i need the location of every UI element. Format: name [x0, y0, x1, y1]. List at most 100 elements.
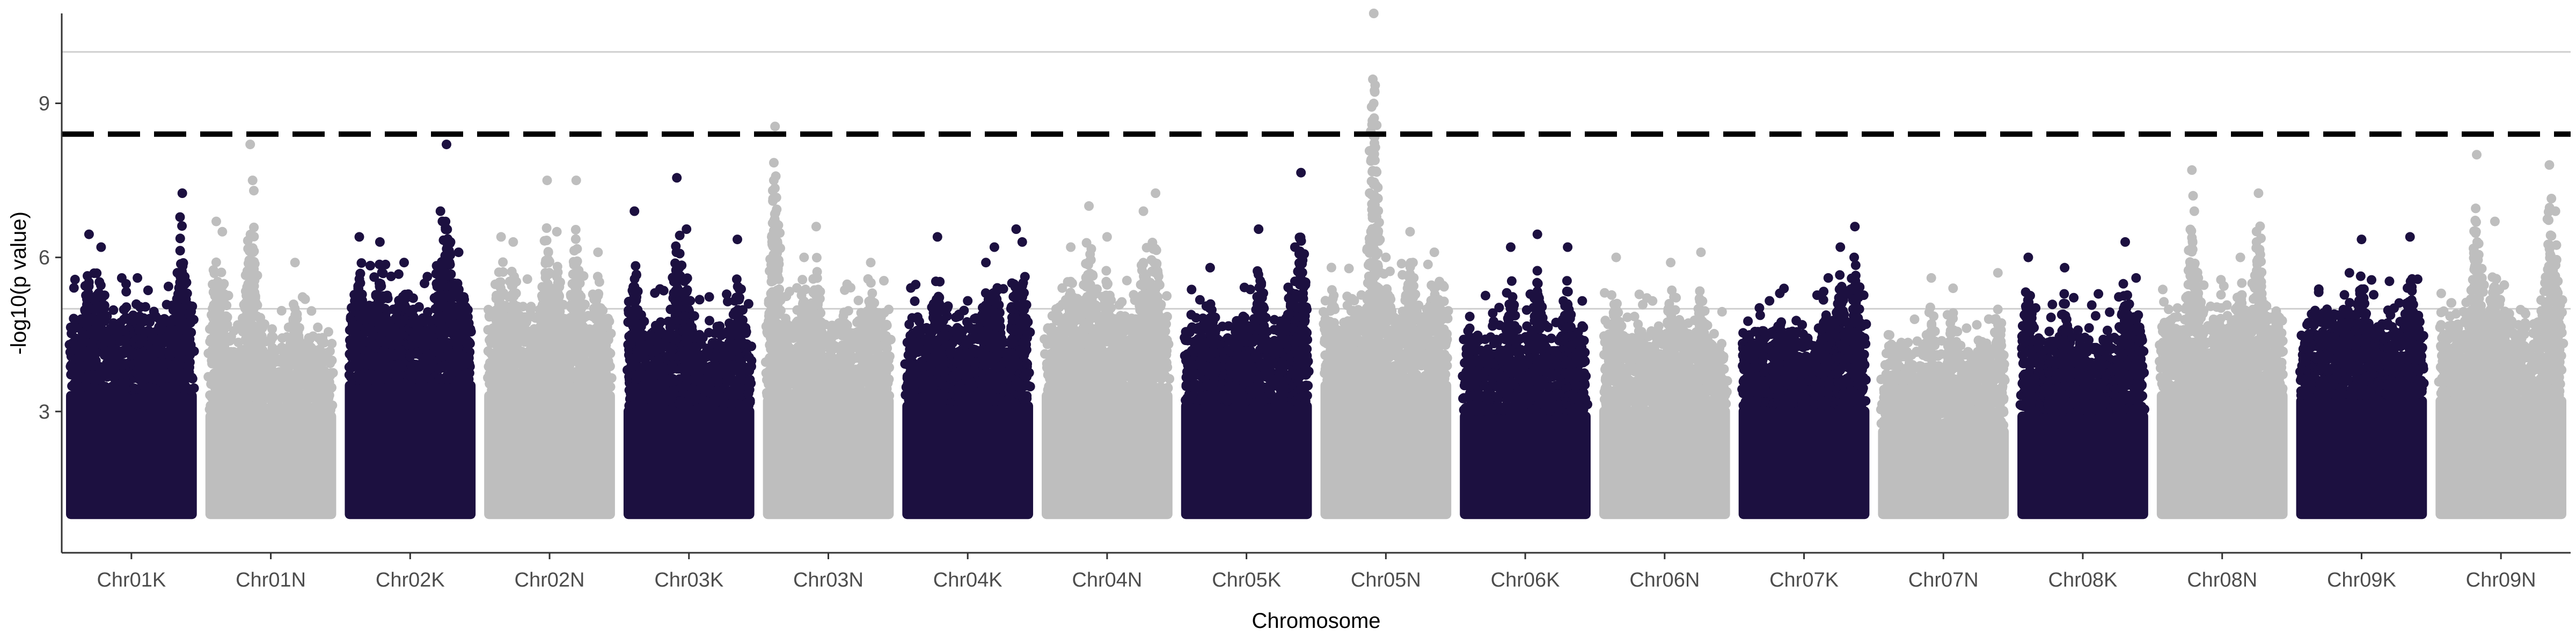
peak-point	[399, 258, 409, 268]
data-point	[324, 327, 333, 337]
data-point	[606, 373, 617, 383]
data-point	[446, 269, 456, 279]
peak-point	[682, 224, 692, 234]
data-point	[289, 328, 299, 338]
data-point	[733, 295, 743, 304]
data-point	[186, 340, 196, 350]
data-point	[175, 321, 185, 331]
data-points	[64, 9, 2568, 519]
data-point	[464, 368, 474, 378]
data-point	[769, 158, 779, 168]
data-point	[102, 311, 112, 321]
data-point	[185, 357, 195, 367]
data-point	[84, 293, 94, 303]
data-point	[500, 301, 510, 311]
point-mass	[763, 396, 894, 519]
data-point	[735, 315, 745, 325]
peak-point	[84, 229, 94, 239]
data-point	[671, 241, 681, 251]
peak-point	[247, 175, 258, 186]
data-point	[771, 218, 781, 228]
peak-point	[133, 273, 143, 283]
data-point	[535, 304, 545, 314]
data-point	[650, 336, 661, 346]
data-point	[570, 234, 581, 244]
data-point	[631, 261, 641, 271]
data-point	[694, 295, 705, 305]
chromosome-Chr03K	[623, 173, 757, 519]
data-point	[128, 310, 138, 320]
data-point	[326, 383, 336, 393]
data-point	[371, 291, 381, 301]
data-point	[544, 269, 554, 279]
data-point	[736, 284, 746, 294]
point-mass	[484, 391, 615, 519]
data-point	[491, 294, 501, 304]
data-point	[605, 348, 616, 358]
data-point	[606, 328, 616, 339]
data-point	[248, 257, 259, 267]
data-point	[544, 257, 554, 267]
data-point	[365, 261, 375, 270]
peak-point	[508, 237, 518, 247]
data-point	[69, 283, 79, 293]
data-point	[631, 269, 641, 280]
peak-point	[442, 140, 451, 150]
peak-point	[571, 175, 581, 186]
data-point	[568, 301, 579, 311]
data-point	[115, 318, 125, 328]
data-point	[441, 216, 451, 226]
data-point	[408, 293, 418, 303]
peak-point	[354, 232, 364, 242]
data-point	[70, 274, 80, 284]
data-point	[541, 236, 552, 245]
data-point	[116, 273, 127, 283]
data-point	[306, 342, 316, 353]
chromosome-Chr02K	[344, 140, 476, 519]
data-point	[276, 306, 287, 316]
data-point	[639, 316, 649, 326]
data-point	[237, 318, 247, 328]
data-point	[356, 258, 367, 268]
data-point	[151, 312, 161, 322]
data-point	[383, 294, 393, 303]
data-point	[223, 290, 233, 301]
peak-point	[375, 237, 385, 247]
data-point	[538, 293, 548, 303]
data-point	[306, 306, 317, 316]
data-point	[376, 281, 386, 291]
data-point	[442, 224, 452, 235]
data-point	[141, 302, 150, 312]
data-point	[186, 327, 196, 338]
data-point	[393, 269, 404, 279]
data-point	[771, 193, 781, 203]
data-point	[453, 290, 464, 301]
data-point	[175, 246, 185, 256]
data-point	[313, 323, 323, 332]
data-point	[507, 315, 517, 325]
data-point	[252, 270, 262, 281]
data-point	[572, 244, 582, 254]
data-point	[163, 281, 173, 291]
peak-point	[496, 232, 506, 242]
data-point	[414, 302, 424, 312]
data-point	[816, 308, 826, 318]
data-point	[240, 303, 250, 313]
data-point	[209, 343, 219, 354]
data-point	[177, 221, 187, 231]
data-point	[746, 378, 756, 389]
data-point	[380, 304, 390, 313]
data-point	[431, 261, 442, 271]
data-point	[465, 339, 475, 349]
peak-point	[630, 206, 640, 216]
data-point	[252, 300, 262, 310]
data-point	[731, 274, 742, 284]
data-point	[239, 345, 250, 355]
data-point	[92, 268, 102, 279]
data-point	[423, 307, 433, 317]
data-point	[685, 296, 696, 306]
data-point	[218, 281, 228, 290]
data-point	[774, 274, 784, 284]
data-point	[297, 292, 308, 302]
peak-point	[542, 175, 552, 186]
